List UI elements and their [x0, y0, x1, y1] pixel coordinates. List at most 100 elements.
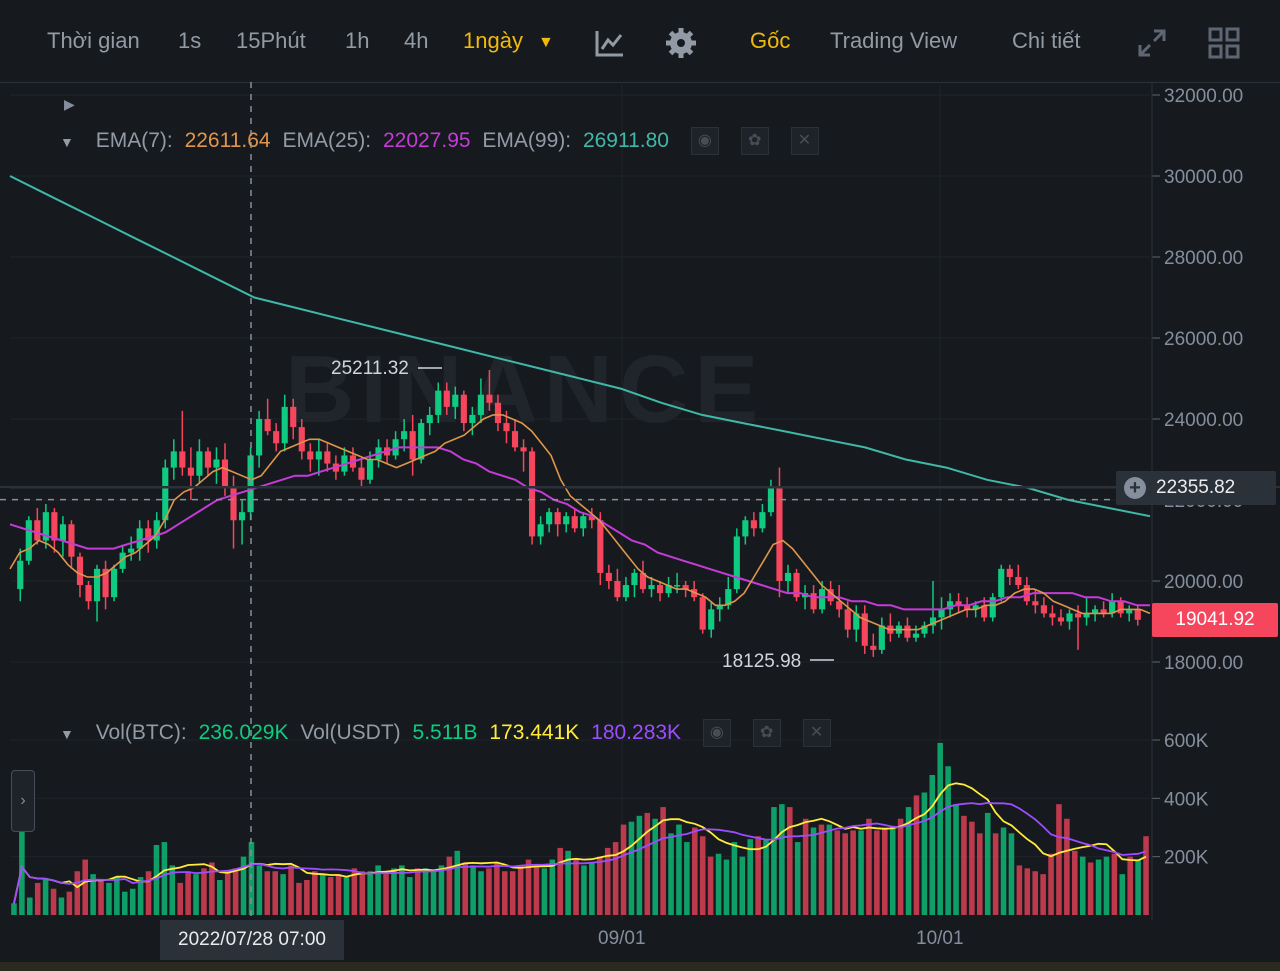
- candle-body: [759, 512, 766, 529]
- gear-icon[interactable]: [664, 26, 698, 60]
- expand-icon[interactable]: [1136, 27, 1168, 59]
- candle-body: [452, 394, 459, 407]
- volume-bar: [106, 882, 112, 915]
- volume-bar: [280, 874, 286, 915]
- interval-dropdown-icon[interactable]: ▼: [538, 34, 554, 51]
- candle-body: [1092, 609, 1099, 614]
- candle-body: [529, 451, 536, 537]
- view-tradingview-tab[interactable]: Trading View: [830, 28, 958, 53]
- candle-body: [921, 625, 928, 634]
- chart-canvas[interactable]: BINANCE 32000.00 30000.00 28000.00 26000.00…: [0, 82, 1280, 962]
- volume-bar: [604, 847, 611, 915]
- volume-bar: [478, 871, 484, 915]
- interval-1s[interactable]: 1s: [178, 28, 202, 53]
- candle-body: [964, 605, 971, 610]
- expand-indicators-icon[interactable]: ▶: [64, 96, 75, 112]
- volume-bar: [153, 845, 160, 915]
- candle-body: [435, 390, 442, 415]
- volume-bar: [961, 815, 967, 915]
- volume-bar: [794, 842, 801, 915]
- interval-1d[interactable]: 1ngày: [463, 28, 523, 53]
- volume-bar: [771, 807, 777, 915]
- volume-bar: [969, 821, 975, 915]
- volume-bar: [992, 833, 999, 915]
- volume-bar: [486, 868, 492, 915]
- interval-1h[interactable]: 1h: [345, 28, 370, 53]
- y-tick-label: 30000.00: [1164, 167, 1243, 188]
- volume-bar: [1143, 836, 1149, 915]
- ema7-label: EMA(7):: [95, 128, 173, 152]
- candle-body: [366, 459, 374, 480]
- candle-body: [588, 516, 595, 521]
- candle-body: [853, 613, 860, 630]
- volume-bar: [1008, 833, 1015, 915]
- volume-bar: [787, 807, 793, 915]
- candle-body: [1100, 609, 1107, 614]
- eye-icon[interactable]: ◉: [690, 127, 719, 155]
- volume-bar: [430, 871, 437, 915]
- volume-bar: [438, 865, 445, 915]
- candle-body: [716, 605, 723, 610]
- view-detail-tab[interactable]: Chi tiết: [1012, 28, 1081, 53]
- y-tick-label: 28000.00: [1164, 248, 1243, 269]
- candle-body: [1066, 613, 1073, 622]
- add-alert-icon[interactable]: +: [1124, 477, 1146, 499]
- candle-body: [102, 568, 109, 598]
- candle-body: [571, 516, 578, 529]
- y-tick-label: 32000.00: [1164, 86, 1243, 107]
- volume-bar: [692, 827, 698, 915]
- volume-bar: [826, 824, 833, 915]
- interval-15m[interactable]: 15Phút: [236, 28, 306, 53]
- volume-bar: [407, 877, 413, 915]
- candle-body: [784, 572, 792, 581]
- candle-body: [631, 572, 638, 586]
- volume-bar: [921, 792, 928, 915]
- candlestick-chart-icon[interactable]: [594, 28, 626, 58]
- volume-bar: [454, 850, 461, 915]
- volume-bar: [573, 859, 579, 915]
- volume-bar: [58, 897, 65, 915]
- x-tick-label: 10/01: [916, 928, 964, 949]
- crosshair-price-tag[interactable]: +22355.82: [1116, 471, 1276, 505]
- candle-body: [51, 512, 58, 541]
- volume-bar: [541, 868, 548, 915]
- volume-ma-series: [13, 782, 1147, 904]
- ema7-line: [9, 414, 1151, 631]
- candle-body: [844, 609, 851, 630]
- candle-body: [580, 516, 587, 529]
- volume-bar: [723, 859, 730, 915]
- volume-bar: [1087, 862, 1094, 915]
- volume-bar: [288, 865, 294, 915]
- candle-body: [955, 601, 962, 606]
- candle-body: [290, 406, 297, 428]
- price-axis: 32000.00 30000.00 28000.00 26000.00 24000.00…: [1152, 86, 1243, 869]
- grid-icon[interactable]: [1208, 27, 1240, 59]
- view-original-tab[interactable]: Gốc: [750, 28, 791, 53]
- collapse-volume-legend-icon[interactable]: ▼: [60, 725, 74, 742]
- volume-bar: [129, 888, 136, 915]
- candle-body: [929, 617, 937, 626]
- volume-bar: [802, 818, 809, 915]
- close-icon[interactable]: ✕: [790, 127, 819, 155]
- collapse-legend-icon[interactable]: ▼: [60, 133, 74, 150]
- crosshair-price: 22355.82: [1156, 477, 1236, 498]
- candle-body: [59, 524, 66, 541]
- volume-bar: [834, 830, 841, 915]
- vol-btc-label: Vol(BTC):: [95, 720, 187, 744]
- vol-ma2-value: 180.283K: [591, 720, 682, 744]
- settings-icon[interactable]: ✿: [740, 127, 769, 155]
- vol-eye-icon[interactable]: ◉: [702, 719, 731, 747]
- volume-ma2-line: [13, 801, 1147, 904]
- volume-bar: [359, 871, 366, 915]
- volume-bar: [462, 862, 468, 915]
- candle-body: [742, 520, 749, 537]
- candle-body: [111, 568, 118, 598]
- candle-body: [238, 512, 246, 521]
- interval-4h[interactable]: 4h: [404, 28, 429, 53]
- vol-close-icon[interactable]: ✕: [802, 719, 831, 747]
- volume-bar: [699, 836, 706, 915]
- expand-panel-button[interactable]: ›: [11, 770, 35, 832]
- vol-settings-icon[interactable]: ✿: [752, 719, 781, 747]
- volume-bar: [620, 824, 627, 915]
- volume-bar: [137, 877, 144, 915]
